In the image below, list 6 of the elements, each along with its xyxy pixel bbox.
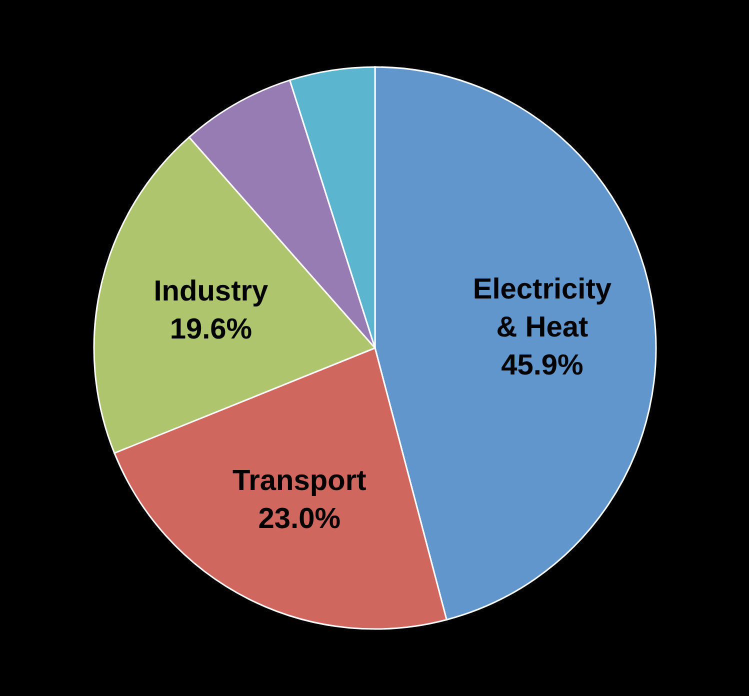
data-label: 19.6%	[170, 313, 252, 346]
data-label: 45.9%	[501, 349, 584, 382]
slice-label: Transport	[232, 464, 367, 497]
slice-label: Industry	[154, 275, 268, 308]
slice-label: Electricity & Heat	[472, 273, 612, 344]
data-label: 23.0%	[258, 502, 341, 535]
